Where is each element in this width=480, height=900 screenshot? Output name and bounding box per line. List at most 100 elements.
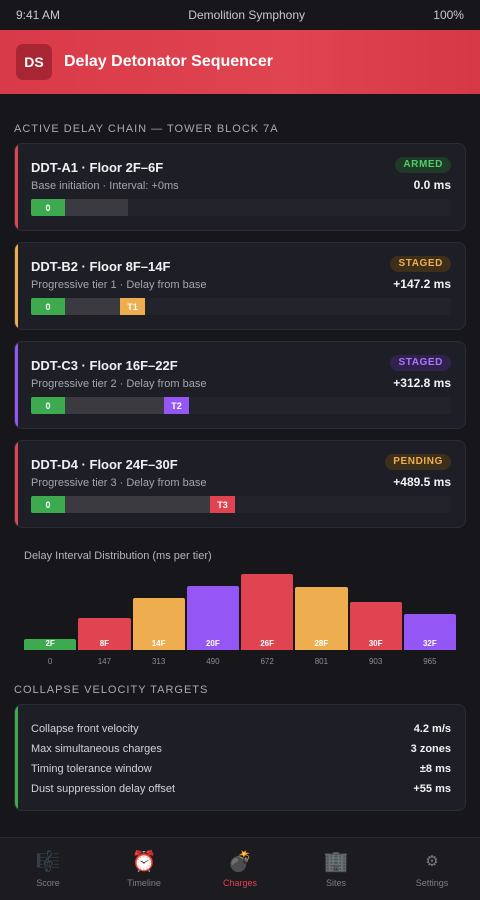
delay-chain-list: DDT-A1 · Floor 2F–6F ARMED Base initiati… bbox=[14, 143, 466, 528]
delay-value: 0.0 ms bbox=[413, 178, 451, 192]
x-tick-label: 965 bbox=[423, 657, 437, 666]
detonator-card[interactable]: DDT-B2 · Floor 8F–14F STAGED Progressive… bbox=[14, 242, 466, 330]
main-content: ACTIVE DELAY CHAIN — TOWER BLOCK 7A DDT-… bbox=[0, 123, 480, 811]
track-delay-segment bbox=[65, 496, 210, 513]
nav-charges[interactable]: 💣 Charges bbox=[192, 838, 288, 900]
delay-value: +147.2 ms bbox=[393, 277, 451, 291]
status-badge: STAGED bbox=[390, 355, 451, 371]
detonator-name: DDT-C3 · Floor 16F–22F bbox=[31, 358, 178, 373]
bar-label: 26F bbox=[260, 639, 275, 648]
bar-label: 32F bbox=[422, 639, 437, 648]
bottom-nav: 🎼 Score ⏰ Timeline 💣 Charges 🏢 Sites ⚙ S… bbox=[0, 837, 480, 900]
track-start-segment: 0 bbox=[31, 397, 65, 414]
velocity-value: 3 zones bbox=[410, 743, 451, 755]
status-badge: STAGED bbox=[390, 256, 451, 272]
building-icon: 🏢 bbox=[323, 850, 349, 873]
nav-label: Score bbox=[36, 877, 60, 888]
nav-settings[interactable]: ⚙ Settings bbox=[384, 838, 480, 900]
status-battery: 100% bbox=[433, 8, 464, 22]
nav-label: Sites bbox=[325, 877, 346, 888]
nav-timeline[interactable]: ⏰ Timeline bbox=[96, 838, 192, 900]
detonator-card[interactable]: DDT-C3 · Floor 16F–22F STAGED Progressiv… bbox=[14, 341, 466, 429]
x-tick-label: 313 bbox=[151, 657, 166, 666]
detonator-description: Base initiation · Interval: +0ms bbox=[31, 180, 179, 192]
chart-bar: 26F bbox=[241, 574, 294, 650]
bar-label: 30F bbox=[368, 639, 383, 648]
detonator-description: Progressive tier 1 · Delay from base bbox=[31, 279, 207, 291]
track-start-segment: 0 bbox=[31, 199, 65, 216]
detonator-name: DDT-A1 · Floor 2F–6F bbox=[31, 160, 164, 175]
detonator-card[interactable]: DDT-A1 · Floor 2F–6F ARMED Base initiati… bbox=[14, 143, 466, 231]
chart-bar: 8F bbox=[78, 618, 131, 650]
detonator-description: Progressive tier 2 · Delay from base bbox=[31, 378, 207, 390]
velocity-row: Dust suppression delay offset +55 ms bbox=[31, 779, 451, 799]
bar-label: 2F bbox=[45, 639, 55, 648]
velocity-label: Collapse front velocity bbox=[31, 723, 139, 735]
chart-bar: 14F bbox=[132, 598, 185, 650]
track-delay-segment bbox=[65, 298, 120, 315]
delay-track: 0 T1 bbox=[31, 298, 451, 315]
detonator-description: Progressive tier 3 · Delay from base bbox=[31, 477, 207, 489]
status-time: 9:41 AM bbox=[16, 8, 61, 22]
detonator-name: DDT-D4 · Floor 24F–30F bbox=[31, 457, 178, 472]
track-delay-segment bbox=[65, 397, 164, 414]
x-tick-label: 490 bbox=[206, 657, 220, 666]
detonator-name: DDT-B2 · Floor 8F–14F bbox=[31, 259, 171, 274]
bar-label: 20F bbox=[205, 639, 220, 648]
track-end-segment: T3 bbox=[210, 496, 235, 513]
app-header: DS Delay Detonator Sequencer bbox=[0, 30, 480, 94]
delay-distribution-chart: 2F 0 8F 147 14F 313 20F 490 26F 672 28F 801 30F 903 32… bbox=[24, 570, 456, 666]
velocity-section-title: COLLAPSE VELOCITY TARGETS bbox=[14, 684, 209, 696]
velocity-targets-card: Collapse front velocity 4.2 m/s Max simu… bbox=[14, 704, 466, 811]
velocity-row: Timing tolerance window ±8 ms bbox=[31, 759, 451, 779]
x-tick-label: 0 bbox=[47, 657, 53, 666]
velocity-value: +55 ms bbox=[413, 783, 451, 795]
delay-value: +312.8 ms bbox=[393, 376, 451, 390]
track-start-segment: 0 bbox=[31, 496, 65, 513]
bomb-icon: 💣 bbox=[227, 850, 253, 873]
status-badge: PENDING bbox=[385, 454, 451, 470]
chart-bar: 2F bbox=[24, 639, 77, 650]
app-logo: DS bbox=[16, 44, 52, 80]
status-badge: ARMED bbox=[395, 157, 451, 173]
chart-bar: 28F bbox=[295, 587, 348, 650]
track-end-segment: T2 bbox=[164, 397, 189, 414]
track-start-segment: 0 bbox=[31, 298, 65, 315]
velocity-value: 4.2 m/s bbox=[413, 723, 451, 735]
nav-label: Settings bbox=[415, 877, 449, 888]
nav-label: Timeline bbox=[127, 877, 161, 888]
nav-sites[interactable]: 🏢 Sites bbox=[288, 838, 384, 900]
delay-track: 0 T3 bbox=[31, 496, 451, 513]
x-tick-label: 801 bbox=[314, 657, 329, 666]
bar-label: 14F bbox=[151, 639, 166, 648]
velocity-value: ±8 ms bbox=[419, 763, 451, 775]
chart-bar: 20F bbox=[186, 586, 239, 650]
delay-value: +489.5 ms bbox=[393, 475, 451, 489]
status-bar: 9:41 AM Demolition Symphony 100% bbox=[0, 0, 480, 30]
x-tick-label: 903 bbox=[368, 657, 383, 666]
detonator-card[interactable]: DDT-D4 · Floor 24F–30F PENDING Progressi… bbox=[14, 440, 466, 528]
velocity-label: Max simultaneous charges bbox=[31, 743, 162, 755]
chart-bar: 30F bbox=[349, 602, 402, 650]
chart-title: Delay Interval Distribution (ms per tier… bbox=[24, 550, 212, 562]
bar-label: 28F bbox=[314, 639, 329, 648]
velocity-label: Timing tolerance window bbox=[31, 763, 152, 775]
x-tick-label: 672 bbox=[260, 657, 274, 666]
bar-label: 8F bbox=[99, 639, 110, 648]
score-icon: 🎼 bbox=[35, 850, 61, 873]
velocity-label: Dust suppression delay offset bbox=[31, 783, 176, 795]
delay-track: 0 T2 bbox=[31, 397, 451, 414]
status-carrier: Demolition Symphony bbox=[188, 8, 306, 22]
app-title: Delay Detonator Sequencer bbox=[64, 53, 273, 70]
nav-label: Charges bbox=[222, 877, 258, 888]
gear-icon: ⚙ bbox=[425, 852, 439, 870]
nav-score[interactable]: 🎼 Score bbox=[0, 838, 96, 900]
velocity-row: Collapse front velocity 4.2 m/s bbox=[31, 719, 451, 739]
delay-track: 0 bbox=[31, 199, 451, 216]
x-tick-label: 147 bbox=[97, 657, 112, 666]
velocity-row: Max simultaneous charges 3 zones bbox=[31, 739, 451, 759]
alarm-clock-icon: ⏰ bbox=[131, 850, 157, 873]
chart-bar: 32F bbox=[403, 614, 456, 650]
chain-section-title: ACTIVE DELAY CHAIN — TOWER BLOCK 7A bbox=[14, 123, 279, 135]
track-end-segment: T1 bbox=[120, 298, 145, 315]
